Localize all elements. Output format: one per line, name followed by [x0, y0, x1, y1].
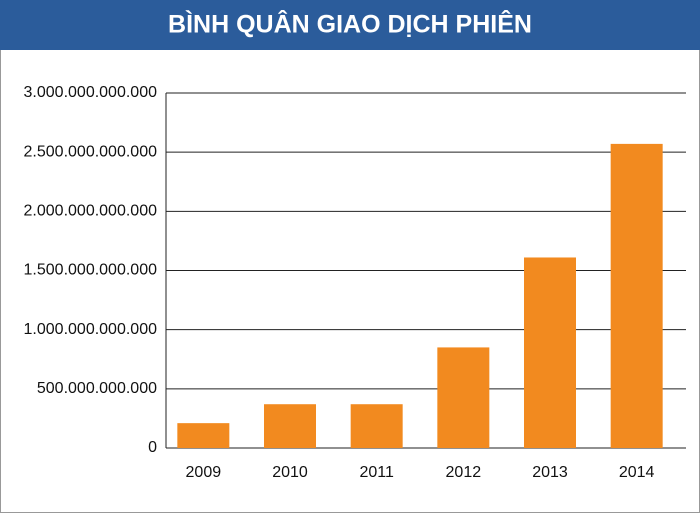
- x-tick-label: 2012: [446, 464, 482, 481]
- bar: [610, 143, 663, 448]
- x-tick-label: 2014: [619, 464, 655, 481]
- y-tick-label: 3.000.000.000.000: [24, 84, 158, 101]
- y-tick-label: 0: [148, 439, 157, 456]
- y-tick-label: 2.500.000.000.000: [24, 143, 158, 160]
- bar: [437, 347, 490, 448]
- title-banner: [0, 0, 700, 50]
- x-tick-label: 2009: [186, 464, 222, 481]
- bar: [177, 423, 230, 448]
- y-tick-label: 1.500.000.000.000: [24, 262, 158, 279]
- y-tick-label: 2.000.000.000.000: [24, 203, 158, 220]
- bar: [350, 404, 403, 448]
- bar: [264, 404, 316, 448]
- y-tick-label: 1.000.000.000.000: [24, 321, 158, 338]
- x-tick-label: 2010: [272, 464, 308, 481]
- x-tick-label: 2011: [359, 464, 394, 481]
- chart-title: BÌNH QUÂN GIAO DỊCH PHIÊN: [168, 9, 532, 39]
- y-tick-label: 500.000.000.000: [37, 380, 157, 397]
- bar: [524, 257, 576, 448]
- x-tick-label: 2013: [532, 464, 568, 481]
